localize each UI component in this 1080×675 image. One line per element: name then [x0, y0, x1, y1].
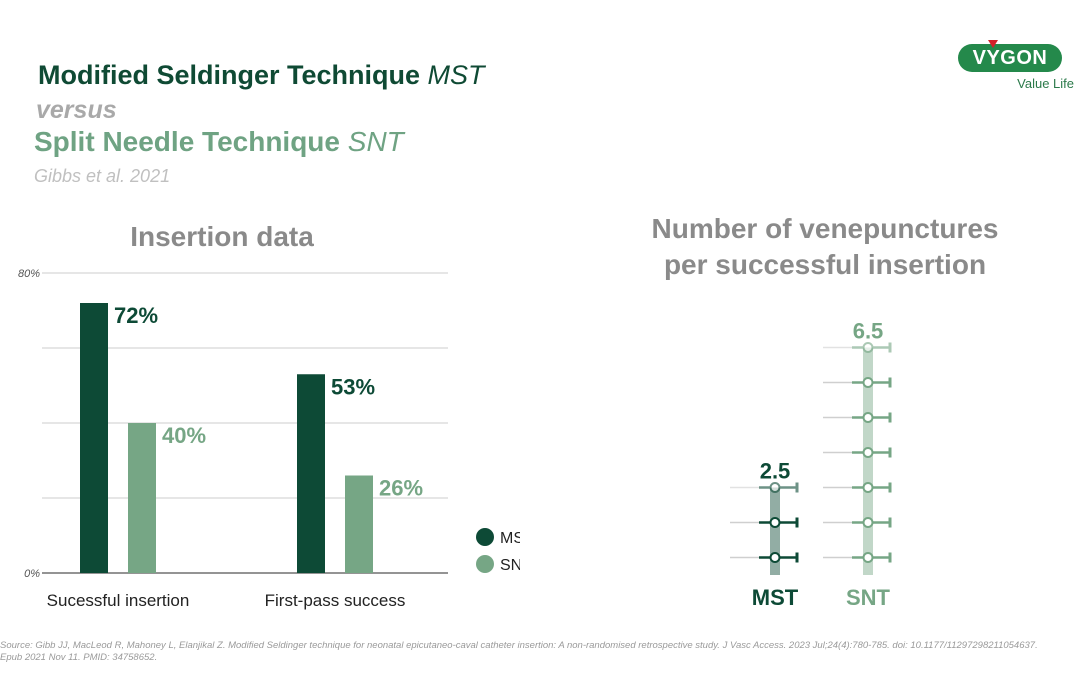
- vygon-logo: VYGON Value Life: [958, 40, 1074, 92]
- syringe-icon: [730, 482, 799, 493]
- chart1-title: Insertion data: [130, 221, 314, 252]
- syringe-hub: [862, 447, 874, 458]
- title-main: Modified Seldinger Technique MST: [38, 60, 485, 91]
- chart2-title-line2: per successful insertion: [664, 249, 986, 280]
- data-label: 72%: [114, 303, 158, 328]
- syringe-icon: [823, 377, 892, 388]
- chart2-bars: 2.5 MST 6.5 SNT: [730, 319, 892, 610]
- syringe-hub: [769, 482, 781, 493]
- legend-swatch-snt: [476, 555, 494, 573]
- x-category-label: First-pass success: [265, 591, 406, 610]
- citation: Gibbs et al. 2021: [34, 166, 171, 186]
- y-tick-label: 0%: [24, 568, 40, 580]
- syringe-icon: [823, 342, 892, 353]
- title-main-abbr: MST: [427, 60, 485, 90]
- syringe-hub: [862, 342, 874, 353]
- syringe-hub: [862, 377, 874, 388]
- bar-mst: [80, 303, 108, 573]
- versus-label: versus: [36, 96, 117, 124]
- syringe-hub: [769, 517, 781, 528]
- venepuncture-chart: Number of venepunctures per successful i…: [652, 213, 999, 610]
- chart1-grid: 0% 80%: [18, 268, 448, 580]
- bar-mst: [297, 374, 325, 573]
- syringe-icon: [730, 517, 799, 528]
- legend-label: SNT: [500, 557, 520, 574]
- source-note: Source: Gibb JJ, MacLeod R, Mahoney L, E…: [0, 640, 1038, 663]
- chart1-legend: MST SNT: [476, 528, 520, 574]
- title-second-text: Split Needle Technique: [34, 126, 340, 157]
- syringe-icon: [823, 517, 892, 528]
- x-category-label: Sucessful insertion: [47, 591, 190, 610]
- stack-bar-snt: [863, 347, 873, 575]
- syringe-icon: [823, 482, 892, 493]
- logo-tagline: Value Life: [1017, 76, 1074, 91]
- title-second: Split Needle Technique SNT: [34, 126, 404, 158]
- syringe-hub: [862, 552, 874, 563]
- logo-mark-icon: [988, 40, 998, 48]
- title-second-abbr: SNT: [347, 126, 404, 157]
- data-label: 40%: [162, 423, 206, 448]
- syringe-hub: [862, 482, 874, 493]
- chart2-title-line1: Number of venepunctures: [652, 213, 999, 244]
- insertion-chart: Insertion data 0% 80% 72% 40% Sucessful ins…: [18, 221, 520, 610]
- value-label: 6.5: [853, 319, 884, 344]
- syringe-icon: [823, 447, 892, 458]
- syringe-icon: [730, 552, 799, 563]
- data-label: 53%: [331, 374, 375, 399]
- bar-snt: [128, 423, 156, 573]
- syringe-icon: [823, 552, 892, 563]
- logo-name: VYGON: [972, 47, 1048, 69]
- value-label: 2.5: [760, 459, 791, 484]
- category-label: MST: [752, 585, 799, 610]
- title-main-text: Modified Seldinger Technique: [38, 60, 421, 90]
- stack-bar-mst: [770, 487, 780, 575]
- logo-pill: [958, 44, 1062, 72]
- data-label: 26%: [379, 476, 423, 501]
- legend-label: MST: [500, 530, 520, 547]
- syringe-hub: [769, 552, 781, 563]
- bar-snt: [345, 475, 373, 573]
- y-tick-label: 80%: [18, 268, 40, 280]
- syringe-icon: [823, 412, 892, 423]
- syringe-hub: [862, 517, 874, 528]
- category-label: SNT: [846, 585, 891, 610]
- legend-swatch-mst: [476, 528, 494, 546]
- chart1-bars: 72% 40% Sucessful insertion 53% 26% First-pas…: [47, 303, 423, 610]
- syringe-hub: [862, 412, 874, 423]
